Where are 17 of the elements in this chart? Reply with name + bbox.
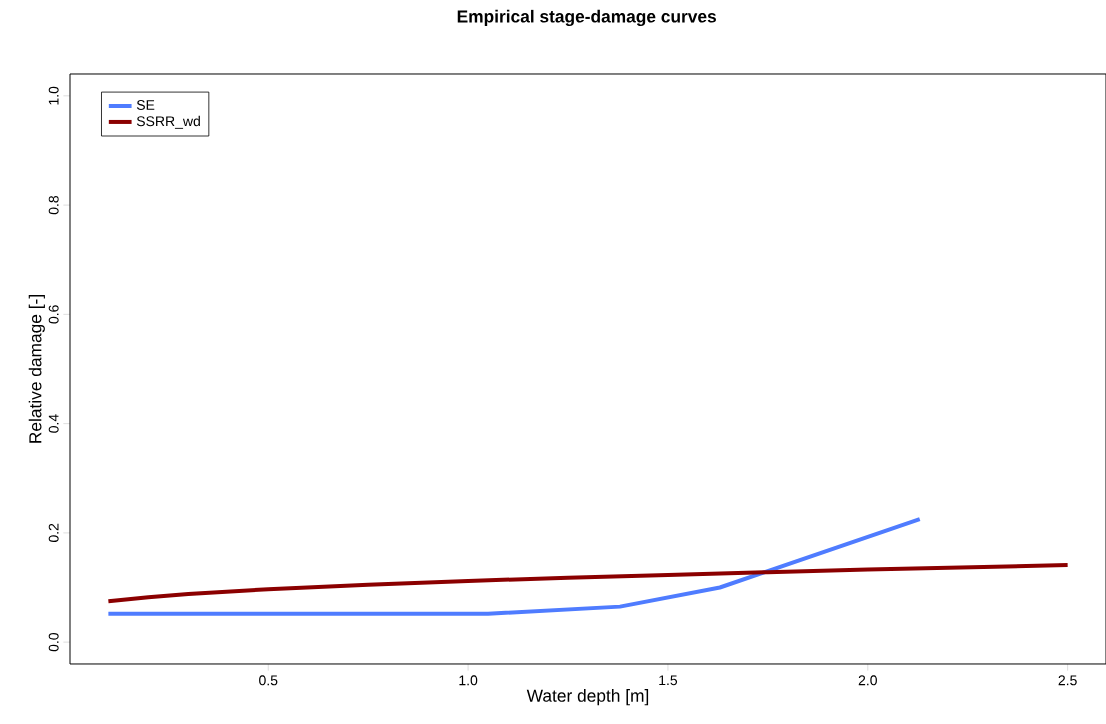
y-tick-label: 0.4 xyxy=(48,414,59,433)
legend-label: SE xyxy=(136,100,155,111)
x-tick-label: 2.0 xyxy=(858,675,877,686)
line-series xyxy=(106,517,922,616)
y-axis-title: Relative damage [-] xyxy=(28,295,45,443)
y-tick-label: 0.0 xyxy=(48,632,59,652)
x-tick-label: 1.5 xyxy=(659,675,678,686)
x-axis-title: Water depth [m] xyxy=(526,689,649,706)
y-tick-label: 1.0 xyxy=(48,86,59,105)
y-tick-label: 0.2 xyxy=(48,523,59,543)
y-tick-label: 0.6 xyxy=(48,305,59,324)
y-tick-label: 0.8 xyxy=(48,195,59,215)
x-tick-label: 2.5 xyxy=(1058,675,1077,686)
chart-title: Empirical stage-damage curves xyxy=(457,9,716,27)
x-tick-label: 0.5 xyxy=(259,675,278,686)
legend-label: SSRR_wd xyxy=(136,115,200,129)
x-tick-label: 1.0 xyxy=(459,675,478,686)
